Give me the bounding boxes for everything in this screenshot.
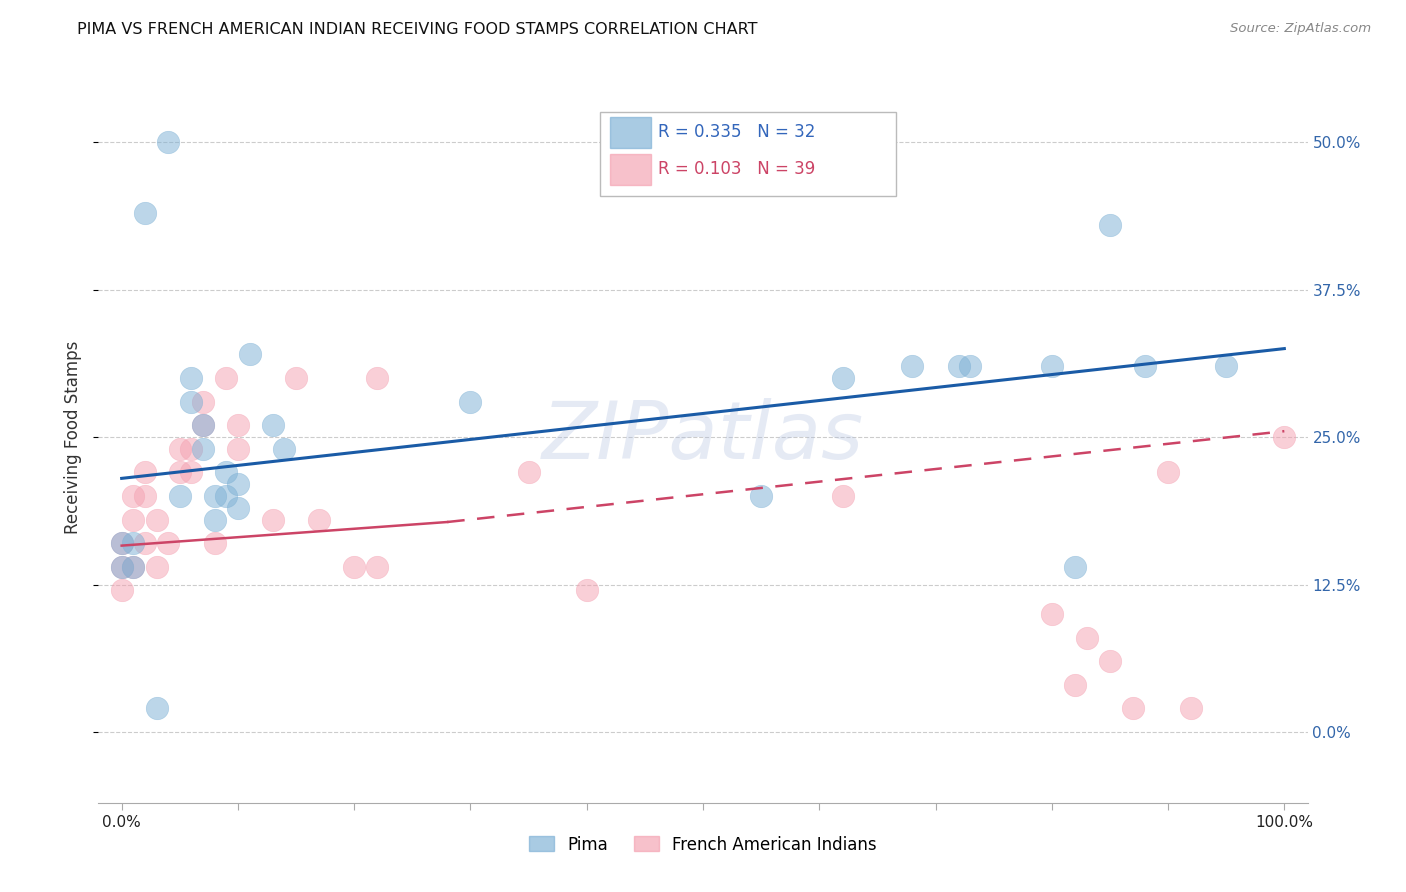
Text: R = 0.103   N = 39: R = 0.103 N = 39 — [658, 160, 815, 178]
Point — [262, 513, 284, 527]
Point — [226, 500, 249, 515]
Point — [191, 394, 214, 409]
Point — [134, 206, 156, 220]
Point — [204, 513, 226, 527]
Point — [145, 559, 167, 574]
Point — [111, 583, 134, 598]
Point — [1064, 678, 1087, 692]
Point — [134, 466, 156, 480]
Point — [1272, 430, 1295, 444]
Text: R = 0.335   N = 32: R = 0.335 N = 32 — [658, 123, 815, 141]
Point — [948, 359, 970, 374]
Point — [180, 466, 202, 480]
Point — [191, 442, 214, 456]
Point — [215, 371, 238, 385]
Text: ZIPatlas: ZIPatlas — [541, 398, 865, 476]
Point — [191, 418, 214, 433]
Point — [134, 489, 156, 503]
Point — [575, 583, 598, 598]
Point — [831, 371, 853, 385]
Point — [460, 394, 482, 409]
Point — [122, 559, 145, 574]
Point — [1133, 359, 1156, 374]
Point — [169, 489, 191, 503]
Text: PIMA VS FRENCH AMERICAN INDIAN RECEIVING FOOD STAMPS CORRELATION CHART: PIMA VS FRENCH AMERICAN INDIAN RECEIVING… — [77, 22, 758, 37]
Point — [366, 371, 388, 385]
Point — [343, 559, 366, 574]
Point — [122, 489, 145, 503]
Point — [1215, 359, 1237, 374]
Point — [1076, 631, 1098, 645]
Point — [122, 559, 145, 574]
Point — [959, 359, 981, 374]
Point — [1157, 466, 1180, 480]
FancyBboxPatch shape — [610, 154, 651, 185]
Point — [1098, 654, 1121, 668]
FancyBboxPatch shape — [600, 112, 897, 195]
Point — [226, 477, 249, 491]
Point — [145, 513, 167, 527]
Point — [180, 371, 202, 385]
Point — [366, 559, 388, 574]
Point — [1064, 559, 1087, 574]
Point — [157, 536, 180, 550]
Point — [111, 559, 134, 574]
Point — [111, 536, 134, 550]
Point — [180, 442, 202, 456]
Point — [145, 701, 167, 715]
Point — [517, 466, 540, 480]
Point — [122, 536, 145, 550]
Point — [122, 513, 145, 527]
Point — [308, 513, 330, 527]
Text: Source: ZipAtlas.com: Source: ZipAtlas.com — [1230, 22, 1371, 36]
Point — [111, 559, 134, 574]
Point — [191, 418, 214, 433]
FancyBboxPatch shape — [610, 118, 651, 148]
Point — [1122, 701, 1144, 715]
Point — [169, 466, 191, 480]
Point — [262, 418, 284, 433]
Point — [180, 394, 202, 409]
Point — [285, 371, 308, 385]
Point — [134, 536, 156, 550]
Point — [215, 489, 238, 503]
Point — [239, 347, 262, 361]
Point — [749, 489, 772, 503]
Point — [169, 442, 191, 456]
Point — [157, 135, 180, 149]
Point — [204, 489, 226, 503]
Point — [215, 466, 238, 480]
Point — [1098, 218, 1121, 232]
Point — [204, 536, 226, 550]
Point — [901, 359, 924, 374]
Point — [226, 418, 249, 433]
Point — [1040, 359, 1063, 374]
Point — [273, 442, 295, 456]
Point — [831, 489, 853, 503]
Point — [111, 536, 134, 550]
Point — [1180, 701, 1202, 715]
Legend: Pima, French American Indians: Pima, French American Indians — [523, 829, 883, 860]
Point — [226, 442, 249, 456]
Y-axis label: Receiving Food Stamps: Receiving Food Stamps — [65, 341, 83, 533]
Point — [1040, 607, 1063, 621]
